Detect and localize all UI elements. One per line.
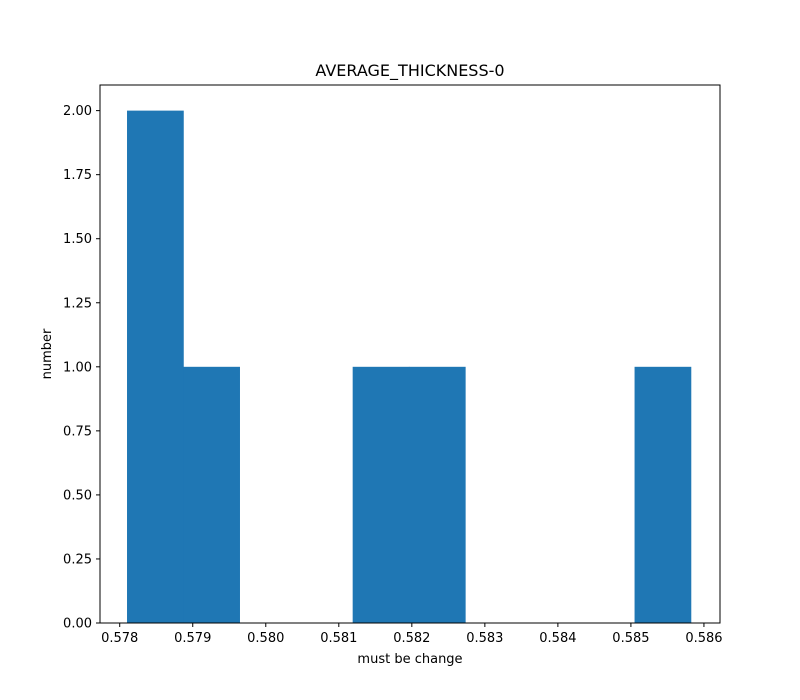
histogram-bar-5 [408, 366, 466, 623]
histogram-bar-0 [127, 110, 184, 624]
x-tick-label: 0.586 [685, 631, 722, 646]
y-tick-label: 0.25 [63, 552, 92, 567]
x-tick-label: 0.581 [320, 631, 357, 646]
x-tick-label: 0.583 [466, 631, 503, 646]
histogram-bar-1 [183, 366, 240, 623]
x-tick-label: 0.585 [612, 631, 649, 646]
y-tick-label: 1.75 [63, 168, 92, 183]
y-axis: 0.00 0.25 0.50 0.75 1.00 1.25 1.50 1.75 2.00 [63, 104, 100, 632]
y-axis-label: number [40, 328, 55, 379]
y-tick-label: 2.00 [63, 104, 92, 119]
x-tick-label: 0.584 [539, 631, 576, 646]
y-tick-label: 0.50 [63, 488, 92, 503]
y-tick-label: 1.25 [63, 296, 92, 311]
plot-frame [99, 84, 721, 624]
x-tick-label: 0.582 [393, 631, 430, 646]
x-axis-label: must be change [357, 652, 462, 667]
bars-group [127, 110, 692, 624]
x-tick-label: 0.579 [174, 631, 211, 646]
x-tick-label: 0.578 [101, 631, 138, 646]
histogram-bar-9 [634, 366, 692, 623]
x-tick-label: 0.580 [247, 631, 284, 646]
y-tick-label: 0.00 [63, 617, 92, 632]
x-axis: 0.578 0.579 0.580 0.581 0.582 0.583 0.584 0.585… [101, 623, 723, 646]
y-tick-label: 1.00 [63, 360, 92, 375]
chart-title: AVERAGE_THICKNESS-0 [315, 61, 504, 81]
histogram-bar-4 [352, 366, 410, 623]
y-tick-label: 0.75 [63, 424, 92, 439]
y-tick-label: 1.50 [63, 232, 92, 247]
